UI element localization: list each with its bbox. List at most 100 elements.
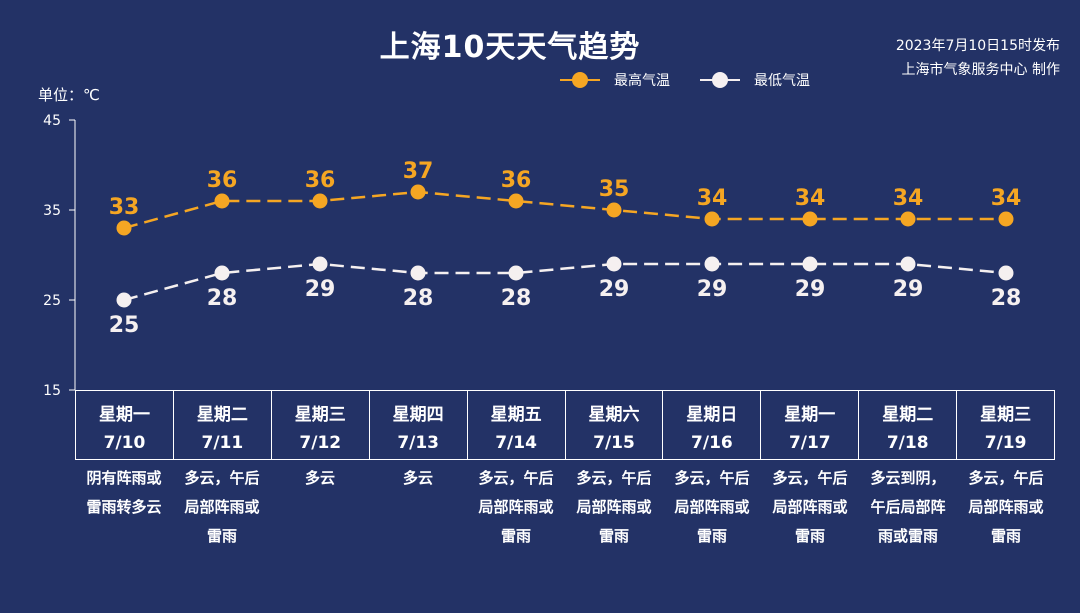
- date-cell: 星期三 7/19: [957, 391, 1056, 460]
- date-cell: 星期六 7/15: [565, 391, 664, 460]
- data-point-low: [802, 256, 818, 272]
- weekday-label: 星期二: [882, 405, 934, 425]
- date-cell: 星期一 7/10: [75, 391, 174, 460]
- weather-description: 多云，午后局部阵雨或雷雨: [772, 469, 848, 545]
- data-point-high: [900, 211, 916, 227]
- data-label-low: 29: [599, 277, 630, 302]
- data-point-high: [410, 184, 426, 200]
- weather-description: 阴有阵雨或雷雨转多云: [86, 469, 162, 516]
- data-label-high: 34: [697, 186, 728, 211]
- date-cell: 星期一 7/17: [761, 391, 860, 460]
- issue-time: 2023年7月10日15时发布: [895, 38, 1060, 54]
- date-cell: 星期四 7/13: [369, 391, 468, 460]
- data-label-low: 29: [795, 277, 826, 302]
- date-label: 7/13: [397, 433, 440, 453]
- y-tick-label: 25: [43, 293, 61, 309]
- weekday-label: 星期六: [588, 405, 640, 425]
- weather-row: 阴有阵雨或雷雨转多云 多云，午后局部阵雨或雷雨 多云 多云 多云，午后局部阵雨或雷雨 多云…: [75, 464, 1055, 551]
- data-point-low: [998, 265, 1014, 281]
- weekday-label: 星期三: [294, 405, 346, 425]
- legend-swatch-high: [560, 70, 600, 90]
- page-title: 上海10天天气趋势: [379, 30, 641, 65]
- data-label-high: 36: [305, 168, 336, 193]
- legend-label-high: 最高气温: [614, 73, 670, 89]
- data-label-low: 25: [109, 313, 140, 338]
- data-point-high: [214, 193, 230, 209]
- data-label-low: 29: [305, 277, 336, 302]
- data-point-low: [312, 256, 328, 272]
- data-label-high: 34: [795, 186, 826, 211]
- data-point-high: [704, 211, 720, 227]
- legend-item-low: 最低气温: [700, 70, 810, 90]
- data-point-high: [312, 193, 328, 209]
- weekday-label: 星期一: [784, 405, 836, 425]
- data-label-low: 29: [893, 277, 924, 302]
- weekday-label: 星期一: [98, 405, 150, 425]
- unit-label: 单位：℃: [38, 86, 100, 104]
- legend-item-high: 最高气温: [560, 70, 670, 90]
- data-label-high: 34: [893, 186, 924, 211]
- date-cell: 星期二 7/18: [859, 391, 958, 460]
- weather-description: 多云，午后局部阵雨或雷雨: [968, 469, 1044, 545]
- weather-description: 多云: [304, 469, 335, 487]
- data-point-high: [606, 202, 622, 218]
- date-cell: 星期日 7/16: [663, 391, 762, 460]
- data-point-low: [214, 265, 230, 281]
- data-point-low: [116, 292, 132, 308]
- date-cell: 星期五 7/14: [467, 391, 566, 460]
- y-tick-label: 45: [43, 113, 61, 129]
- weather-description: 多云，午后局部阵雨或雷雨: [184, 469, 260, 545]
- date-cell: 星期三 7/12: [271, 391, 370, 460]
- date-label: 7/14: [495, 433, 537, 453]
- issue-info: 2023年7月10日15时发布 上海市气象服务中心 制作: [896, 34, 1060, 82]
- date-label: 7/19: [984, 433, 1027, 453]
- date-label: 7/17: [788, 433, 831, 453]
- weather-description: 多云到阴，午后局部阵雨或雷雨: [870, 469, 946, 545]
- series-line-high: [123, 190, 1006, 230]
- legend-swatch-low: [700, 70, 740, 90]
- data-label-high: 34: [991, 186, 1022, 211]
- data-label-low: 28: [207, 286, 238, 311]
- y-tick-label: 35: [43, 203, 61, 219]
- data-label-high: 33: [109, 195, 140, 220]
- data-label-high: 35: [599, 177, 630, 202]
- date-label: 7/11: [201, 433, 244, 453]
- weekday-label: 星期五: [490, 405, 542, 425]
- series-line-low: [123, 262, 1007, 302]
- date-cell: 星期二 7/11: [173, 391, 272, 460]
- data-label-low: 28: [501, 286, 532, 311]
- date-label: 7/12: [299, 433, 342, 453]
- date-label: 7/15: [593, 433, 635, 453]
- data-label-low: 29: [697, 277, 728, 302]
- data-label-high: 37: [403, 159, 434, 184]
- weather-description: 多云: [402, 469, 433, 487]
- issuer: 上海市气象服务中心 制作: [901, 62, 1060, 78]
- weekday-label: 星期日: [686, 405, 738, 425]
- y-tick-label: 15: [43, 383, 61, 399]
- weather-description: 多云，午后局部阵雨或雷雨: [674, 469, 750, 545]
- data-point-high: [998, 211, 1014, 227]
- weather-description: 多云，午后局部阵雨或雷雨: [478, 469, 554, 545]
- data-point-low: [900, 256, 916, 272]
- data-label-low: 28: [403, 286, 434, 311]
- date-grid: 星期一 7/10 星期二 7/11 星期三 7/12 星期四 7/13 星期五 7/14 星期六 7/…: [75, 390, 1056, 460]
- data-point-low: [704, 256, 720, 272]
- data-point-low: [508, 265, 524, 281]
- data-point-high: [802, 211, 818, 227]
- data-point-low: [410, 265, 426, 281]
- weather-description: 多云，午后局部阵雨或雷雨: [576, 469, 652, 545]
- weekday-label: 星期三: [980, 405, 1032, 425]
- weekday-label: 星期四: [392, 405, 444, 425]
- legend-label-low: 最低气温: [754, 73, 810, 89]
- data-point-low: [606, 256, 622, 272]
- data-point-high: [116, 220, 132, 236]
- data-point-high: [508, 193, 524, 209]
- date-label: 7/18: [886, 433, 929, 453]
- data-label-high: 36: [207, 168, 238, 193]
- data-label-low: 28: [991, 286, 1022, 311]
- weekday-label: 星期二: [196, 405, 248, 425]
- date-label: 7/10: [103, 433, 146, 453]
- date-label: 7/16: [691, 433, 733, 453]
- legend: 最高气温 最低气温: [560, 70, 840, 90]
